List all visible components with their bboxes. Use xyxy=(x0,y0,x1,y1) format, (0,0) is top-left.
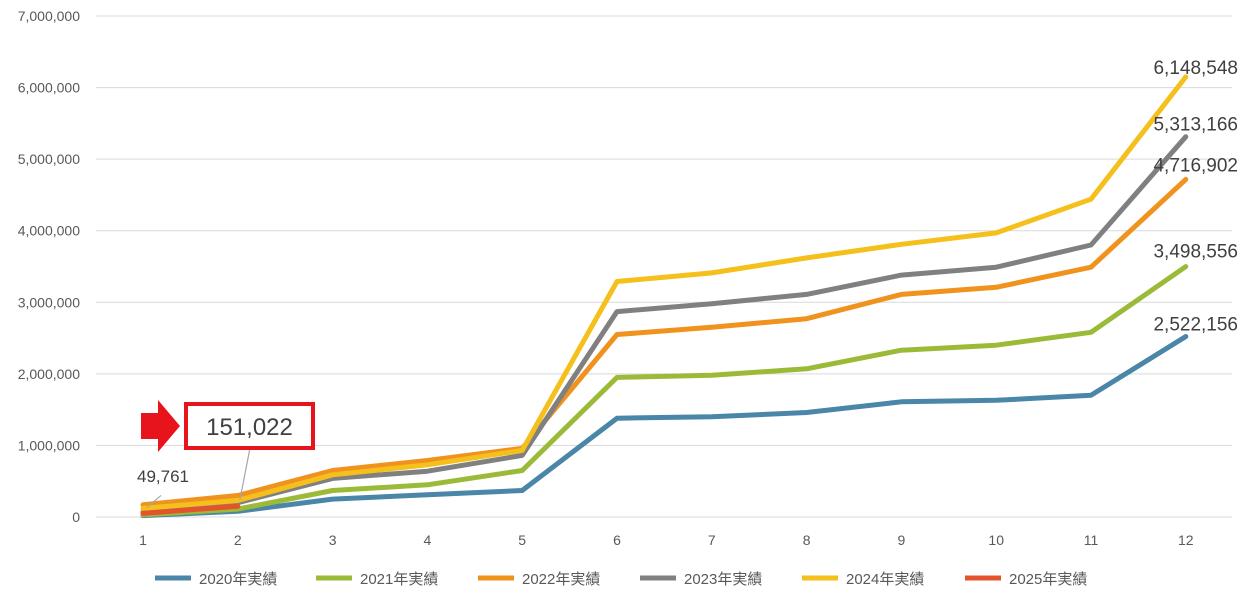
x-tick-label: 3 xyxy=(329,532,337,548)
legend: 2020年実績 2021年実績 2022年実績 2023年実績 2024年実績 2025年… xyxy=(155,571,1087,588)
x-tick-label: 8 xyxy=(803,532,811,548)
end-value-label: 3,498,556 xyxy=(1153,242,1238,263)
y-tick-label: 3,000,000 xyxy=(18,294,80,310)
y-tick-label: 4,000,000 xyxy=(18,223,80,239)
series-line-4 xyxy=(140,74,1189,511)
x-tick-label: 10 xyxy=(988,532,1004,548)
legend-label: 2021年実績 xyxy=(360,571,438,588)
end-value-label: 6,148,548 xyxy=(1153,58,1238,79)
data-labels: 6,148,548 5,313,166 4,716,902 3,498,556 2,52… xyxy=(137,58,1238,508)
value-label-49761: 49,761 xyxy=(137,467,189,486)
x-tick-label: 4 xyxy=(424,532,432,548)
x-tick-label: 7 xyxy=(708,532,716,548)
y-tick-label: 2,000,000 xyxy=(18,366,80,382)
end-value-label: 5,313,166 xyxy=(1153,115,1238,136)
highlight-value-label: 151,022 xyxy=(206,414,293,441)
y-tick-label: 1,000,000 xyxy=(18,437,80,453)
leader-line xyxy=(239,447,251,501)
x-tick-label: 2 xyxy=(234,532,242,548)
highlight-box xyxy=(184,402,315,450)
x-tick-label: 9 xyxy=(898,532,906,548)
legend-label: 2023年実績 xyxy=(684,571,762,588)
legend-label: 2025年実績 xyxy=(1009,571,1087,588)
x-tick-label: 12 xyxy=(1178,532,1194,548)
highlight-callout: 151,022 xyxy=(141,400,315,501)
series-lines xyxy=(140,74,1189,519)
arrow-right-icon xyxy=(141,400,180,452)
legend-label: 2022年実績 xyxy=(522,571,600,588)
y-axis: 0 1,000,000 2,000,000 3,000,000 4,000,000 5,0… xyxy=(18,8,81,525)
leader-line xyxy=(146,494,162,508)
y-tick-label: 5,000,000 xyxy=(18,151,80,167)
series-line-1 xyxy=(140,264,1189,518)
series-line-0 xyxy=(140,334,1189,519)
series-line-2 xyxy=(140,176,1189,508)
x-tick-label: 11 xyxy=(1084,532,1099,548)
x-tick-label: 1 xyxy=(139,532,147,548)
series-line-5 xyxy=(140,503,241,516)
x-tick-label: 6 xyxy=(613,532,621,548)
end-value-label: 2,522,156 xyxy=(1153,314,1238,335)
legend-label: 2020年実績 xyxy=(199,571,277,588)
y-tick-label: 0 xyxy=(72,509,80,525)
legend-label: 2024年実績 xyxy=(846,571,924,588)
x-tick-label: 5 xyxy=(518,532,526,548)
series-line-3 xyxy=(140,134,1189,515)
y-tick-label: 7,000,000 xyxy=(18,8,80,24)
end-value-label: 4,716,902 xyxy=(1153,155,1238,176)
y-tick-label: 6,000,000 xyxy=(18,80,80,96)
x-axis: 1 2 3 4 5 6 7 8 9 10 11 12 xyxy=(139,532,1194,548)
